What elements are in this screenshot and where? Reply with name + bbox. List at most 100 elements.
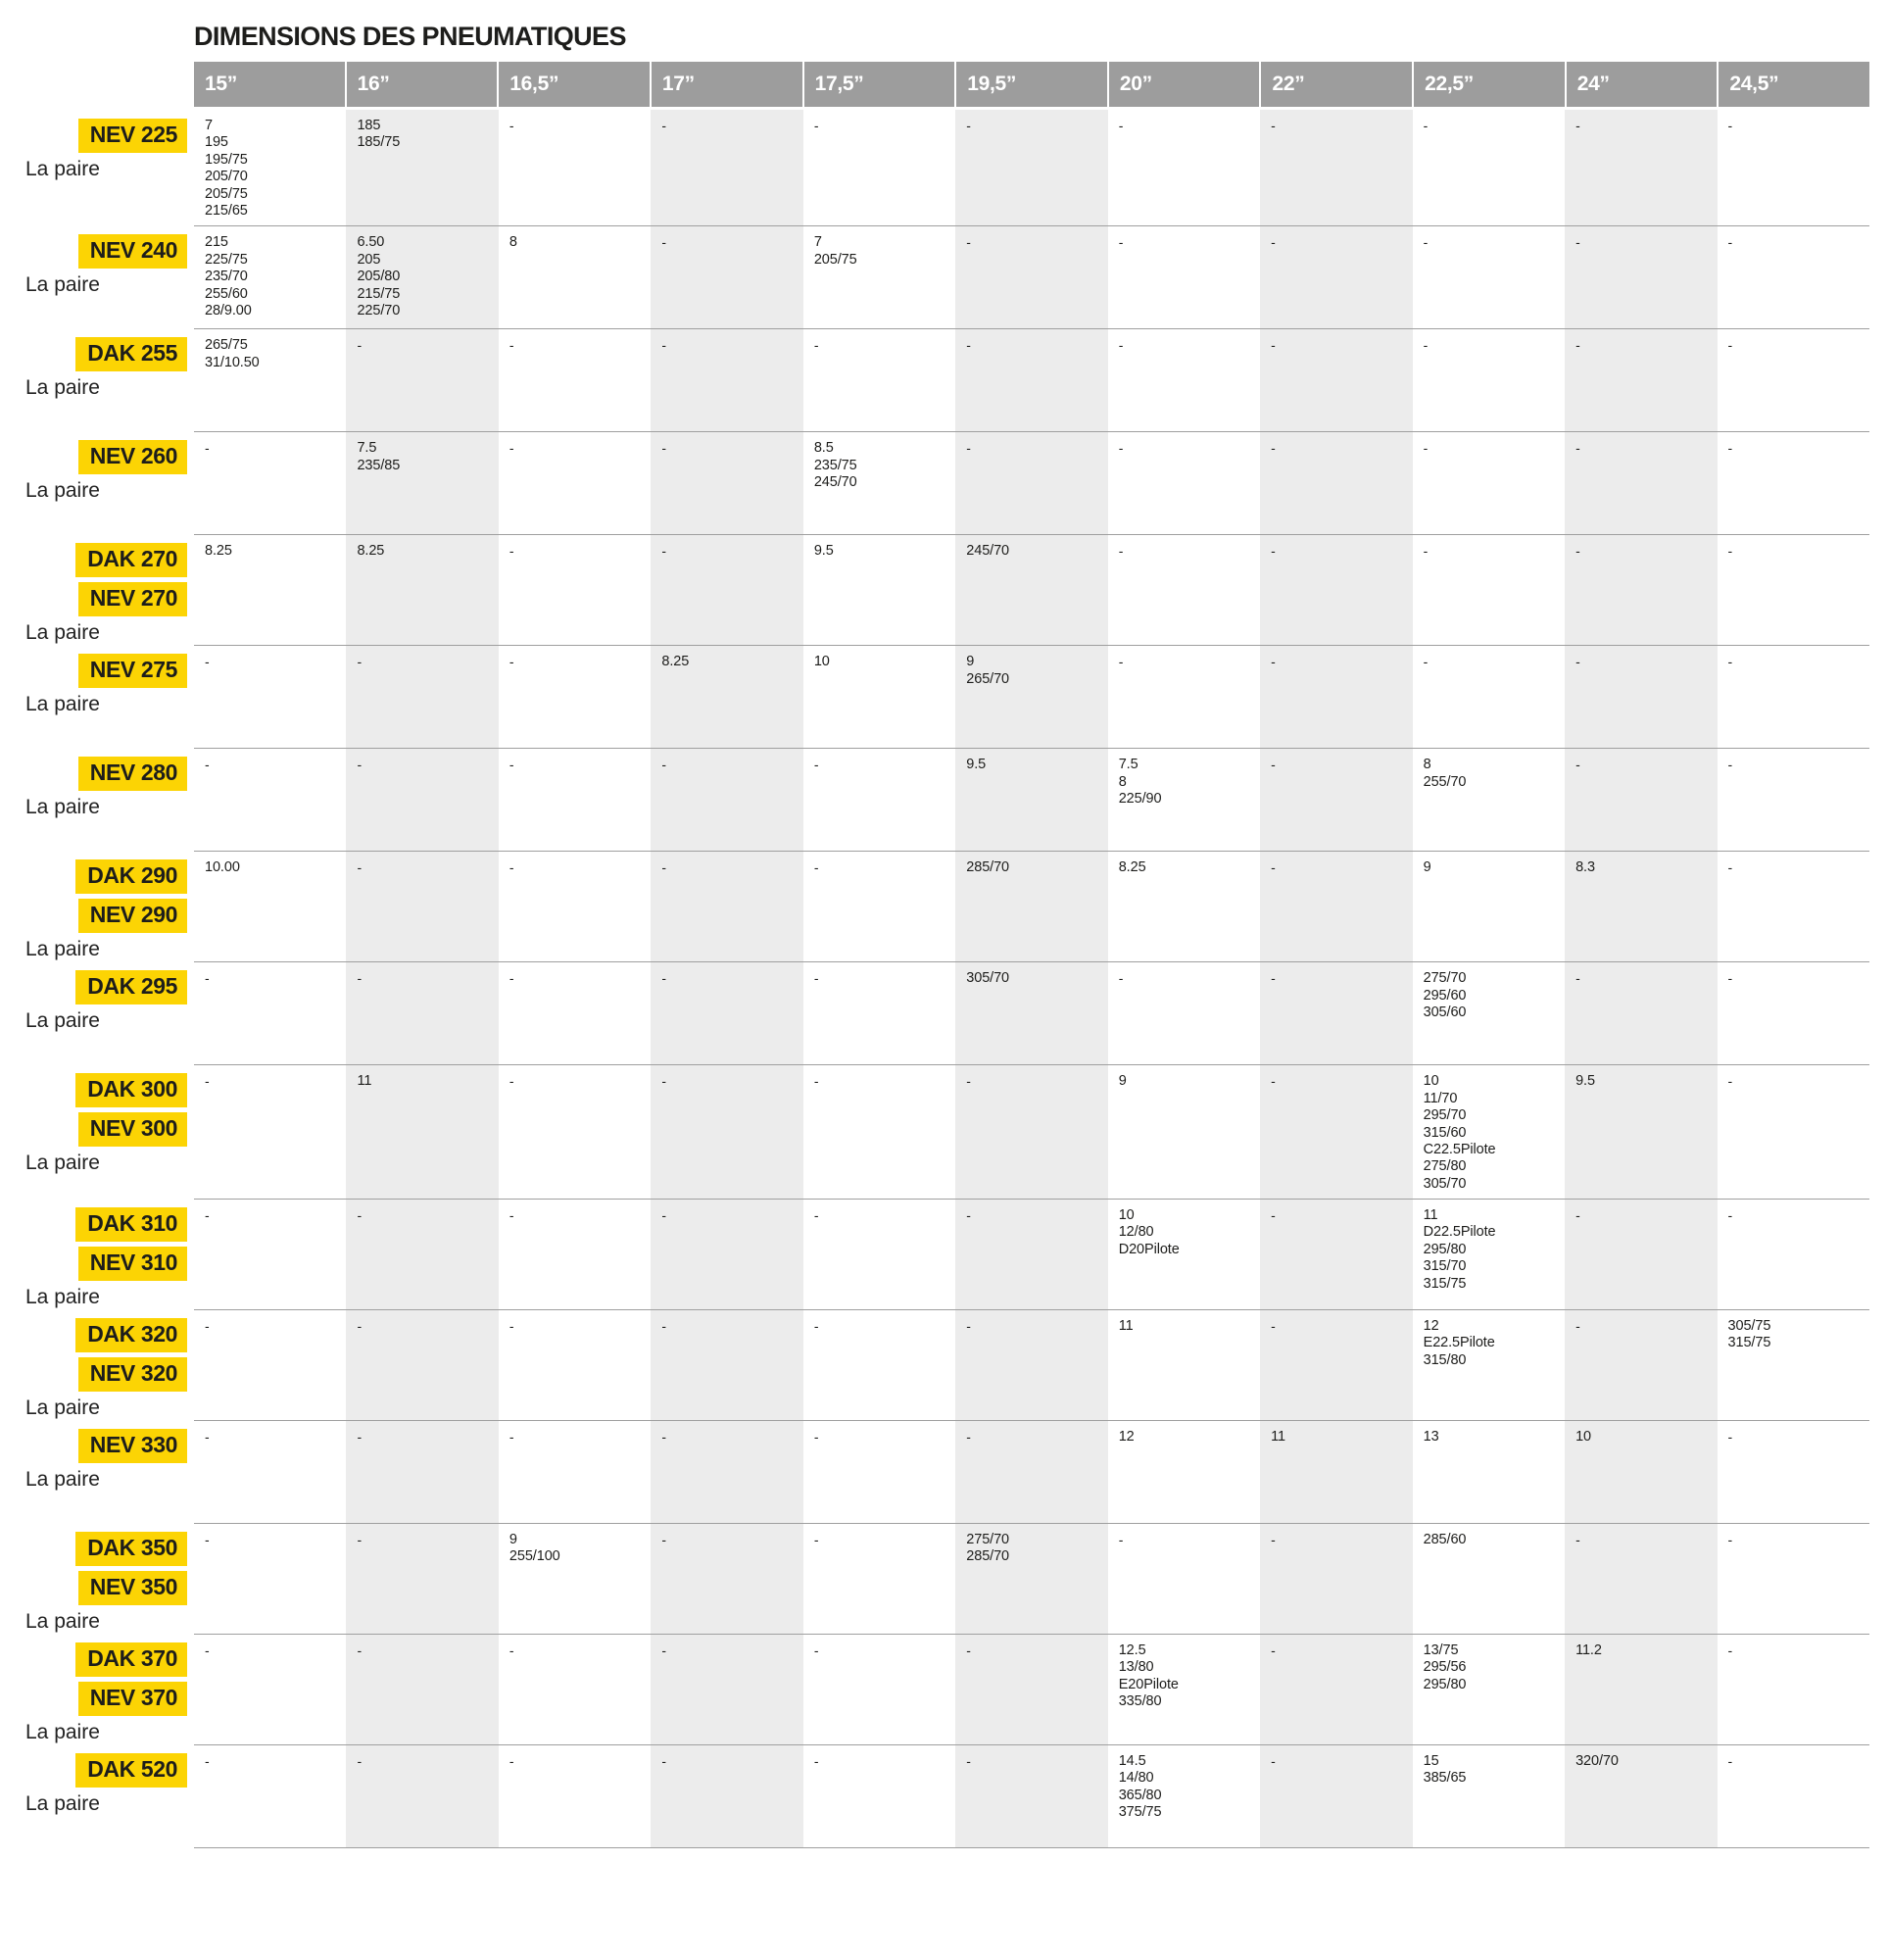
- spec-cell: -: [1413, 110, 1565, 225]
- spec-value: 295/80: [1423, 1241, 1467, 1257]
- spec-value: 255/60: [205, 285, 248, 302]
- model-badge-line: NEV 225: [22, 119, 187, 153]
- spec-cell: 9: [1413, 852, 1565, 961]
- empty-cell-dash: -: [966, 118, 971, 133]
- row-labels: DAK 255 La paire: [22, 328, 194, 431]
- empty-cell-dash: -: [205, 1642, 210, 1659]
- spec-cell: -: [499, 1065, 651, 1199]
- empty-cell-dash: -: [813, 970, 819, 987]
- empty-cell-dash: -: [357, 1532, 363, 1548]
- spec-value: 185/75: [357, 134, 401, 151]
- spec-value: 13: [1423, 1429, 1439, 1446]
- column-header: 15”: [205, 73, 237, 95]
- spec-value: 15: [1423, 1753, 1439, 1770]
- table-row: DAK 255 La paire 265/75 31/10.50- - - - - - - - - -: [22, 328, 1869, 432]
- empty-cell-dash: -: [1727, 118, 1733, 133]
- spec-value: 7.5: [1118, 757, 1138, 773]
- spec-cell: 15 385/65: [1413, 1745, 1565, 1847]
- spec-value: 215/75: [357, 285, 401, 302]
- column-header: 22,5”: [1412, 62, 1565, 107]
- spec-cell: -: [1260, 1635, 1413, 1745]
- spec-cell: -: [1718, 1524, 1869, 1634]
- spec-value: 8: [509, 234, 517, 251]
- spec-value: 215/65: [205, 202, 248, 219]
- spec-cell: -: [1108, 535, 1260, 645]
- spec-cell: -: [194, 1065, 346, 1199]
- spec-value: 10: [1118, 1207, 1135, 1224]
- empty-cell-dash: -: [813, 1642, 819, 1659]
- spec-cell: -: [1260, 535, 1413, 646]
- spec-cell: -: [955, 1421, 1108, 1524]
- spec-cell: -: [651, 1065, 803, 1200]
- page-title: DIMENSIONS DES PNEUMATIQUES: [194, 22, 626, 51]
- spec-cell: -: [1565, 432, 1718, 535]
- model-badges: NEV 280: [22, 757, 194, 792]
- empty-cell-dash: -: [661, 234, 666, 251]
- header-label-spacer: [22, 62, 194, 110]
- spec-cell: -: [1718, 749, 1869, 851]
- spec-cell: 11: [1108, 1310, 1260, 1420]
- row-labels: DAK 310 NEV 310 La paire: [22, 1199, 194, 1309]
- spec-cell: -: [955, 1635, 1108, 1745]
- row-cells: - 11 - - - - 9 - 10 11/70 295/70 315/60 C22.5Pilote 2…: [194, 1064, 1869, 1200]
- table-row: NEV 330 La paire - - - - - - 12 11 13 10 -: [22, 1420, 1869, 1524]
- spec-cell: 7.5 235/85: [346, 432, 499, 535]
- model-badge: DAK 310: [75, 1207, 187, 1243]
- spec-value: 315/80: [1423, 1351, 1467, 1368]
- spec-cell: -: [955, 110, 1108, 226]
- empty-cell-dash: -: [357, 1318, 363, 1335]
- spec-value: 11: [1271, 1429, 1286, 1446]
- spec-value: 31/10.50: [205, 354, 260, 370]
- spec-value: 385/65: [1423, 1770, 1467, 1787]
- empty-cell-dash: -: [509, 757, 514, 773]
- empty-cell-dash: -: [661, 757, 666, 773]
- model-badges: NEV 330: [22, 1429, 194, 1464]
- spec-cell: 11: [346, 1065, 499, 1200]
- table-row: DAK 310 NEV 310 La paire - - - - - -10 12/80 D20Pi…: [22, 1199, 1869, 1310]
- spec-value: 6.50: [357, 234, 385, 251]
- spec-cell: -: [499, 535, 651, 645]
- empty-cell-dash: -: [813, 337, 819, 354]
- spec-cell: 265/75 31/10.50: [194, 329, 346, 431]
- spec-value: 8: [1423, 757, 1431, 773]
- row-cells: - - - - -305/70- -275/70 295/60 305/60- -: [194, 961, 1869, 1065]
- column-header: 16”: [344, 62, 498, 107]
- empty-cell-dash: -: [509, 970, 514, 987]
- spec-value: E22.5Pilote: [1423, 1335, 1495, 1351]
- empty-cell-dash: -: [1423, 654, 1429, 670]
- pair-label: La paire: [25, 796, 100, 819]
- spec-value: 12/80: [1118, 1224, 1154, 1241]
- spec-cell: -: [346, 1421, 499, 1524]
- empty-cell-dash: -: [1271, 970, 1276, 987]
- spec-cell: -: [1260, 646, 1413, 749]
- row-cells: - -9 255/100- -275/70 285/70- -285/60- -: [194, 1523, 1869, 1635]
- spec-cell: 285/70: [955, 852, 1108, 962]
- spec-value: 235/70: [205, 269, 248, 285]
- empty-cell-dash: -: [1118, 118, 1124, 133]
- spec-cell: 305/75 315/75: [1718, 1310, 1869, 1420]
- spec-value: 8.5: [813, 440, 834, 457]
- model-badge: NEV 225: [77, 119, 187, 153]
- spec-cell: 245/70: [955, 535, 1108, 646]
- model-badge: NEV 280: [77, 757, 187, 792]
- model-badges: DAK 350 NEV 350: [22, 1532, 194, 1606]
- row-labels: DAK 290 NEV 290 La paire: [22, 851, 194, 961]
- model-badges: NEV 240: [22, 234, 194, 270]
- spec-cell: -: [194, 1745, 346, 1847]
- empty-cell-dash: -: [1118, 970, 1124, 987]
- row-labels: DAK 370 NEV 370 La paire: [22, 1634, 194, 1744]
- spec-value: 235/75: [813, 457, 857, 473]
- row-cells: 7 195 195/75 205/70 205/75 215/65 185 185/75- - -…: [194, 110, 1869, 226]
- spec-value: 315/75: [1727, 1335, 1771, 1351]
- spec-value: 255/100: [509, 1548, 560, 1565]
- spec-value: 7: [205, 118, 213, 133]
- table-row: DAK 290 NEV 290 La paire 10.00 - - - - 285/70 8.2…: [22, 851, 1869, 962]
- row-cells: - - - - - -11-12 E22.5Pilote 315/80-305/75 315/7…: [194, 1309, 1869, 1421]
- column-header: 16,5”: [497, 62, 650, 107]
- spec-cell: -: [1565, 1524, 1718, 1635]
- spec-cell: 9.5: [803, 535, 955, 645]
- spec-value: 12: [1118, 1429, 1135, 1446]
- table-row: DAK 300 NEV 300 La paire - 11 - - - - 9 - 10 11/70 29…: [22, 1064, 1869, 1200]
- model-badge-line: NEV 310: [22, 1247, 187, 1282]
- spec-cell: 8.25: [1108, 852, 1260, 961]
